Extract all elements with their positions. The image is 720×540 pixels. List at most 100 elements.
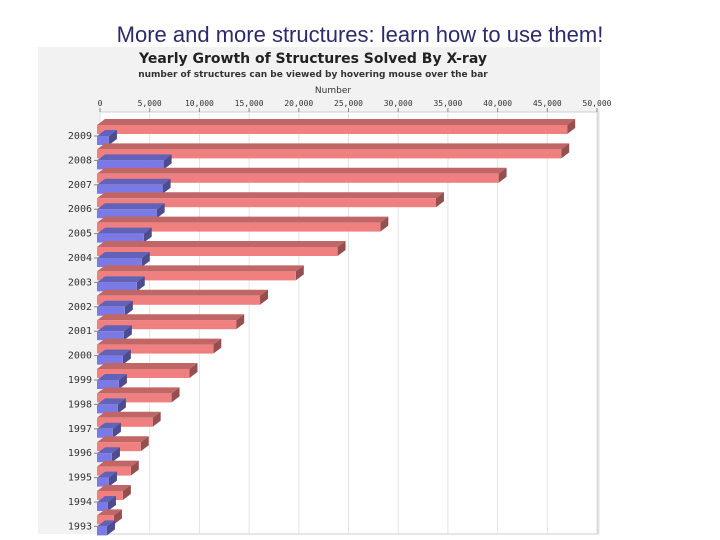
bar-total-2005[interactable] xyxy=(97,216,389,232)
bar-total-2009[interactable] xyxy=(97,119,576,134)
x-tick-label: 5,000 xyxy=(138,99,162,108)
bar-front-face xyxy=(97,258,142,267)
bar-yearly-2000[interactable] xyxy=(97,349,131,365)
bar-total-1997[interactable] xyxy=(97,411,161,427)
bar-yearly-2001[interactable] xyxy=(97,325,132,341)
bar-front-face xyxy=(97,125,568,134)
bar-front-face xyxy=(97,209,157,219)
bar-front-face xyxy=(97,173,499,183)
bar-side-face xyxy=(163,154,172,170)
bar-front-face xyxy=(97,320,237,330)
bar-side-face xyxy=(112,422,121,438)
bar-yearly-2003[interactable] xyxy=(97,276,145,292)
bar-yearly-1993[interactable] xyxy=(97,520,115,536)
bar-yearly-2008[interactable] xyxy=(97,154,172,170)
bar-total-2008[interactable] xyxy=(97,143,570,159)
y-tick-label: 1995 xyxy=(68,473,92,484)
bar-top-face xyxy=(97,130,117,136)
bar-top-face xyxy=(97,520,115,527)
bar-total-1998[interactable] xyxy=(97,387,180,403)
bar-side-face xyxy=(260,289,269,305)
bar-yearly-1995[interactable] xyxy=(97,471,117,487)
bar-top-face xyxy=(97,143,570,150)
bar-front-face xyxy=(97,344,214,354)
y-tick-label: 2003 xyxy=(68,277,92,288)
y-tick-label: 1993 xyxy=(68,521,92,532)
bar-top-face xyxy=(97,374,127,380)
bar-yearly-2009[interactable] xyxy=(97,130,117,145)
bar-top-face xyxy=(97,398,126,405)
bar-top-face xyxy=(97,496,116,502)
bar-total-2002[interactable] xyxy=(97,289,269,305)
y-tick-label: 1996 xyxy=(68,448,92,459)
bar-yearly-1997[interactable] xyxy=(97,422,121,438)
bar-front-face xyxy=(97,282,137,292)
bar-side-face xyxy=(236,314,245,330)
bar-side-face xyxy=(122,349,131,365)
y-tick-label: 1997 xyxy=(68,424,92,435)
y-tick-label: 2001 xyxy=(68,326,92,337)
bar-front-face xyxy=(97,306,125,316)
bar-side-face xyxy=(152,411,161,427)
bar-total-2004[interactable] xyxy=(97,241,346,256)
bar-top-face xyxy=(97,471,117,478)
bar-yearly-1999[interactable] xyxy=(97,374,127,389)
bar-total-1999[interactable] xyxy=(97,363,198,378)
bar-yearly-1998[interactable] xyxy=(97,398,126,414)
bar-yearly-2005[interactable] xyxy=(97,227,152,243)
bar-front-face xyxy=(97,355,123,365)
bar-side-face xyxy=(124,300,133,316)
bar-top-face xyxy=(97,411,161,418)
bar-top-face xyxy=(97,338,222,345)
bar-side-face xyxy=(111,447,120,463)
bar-yearly-2007[interactable] xyxy=(97,178,171,194)
bar-front-face xyxy=(97,442,141,452)
bar-top-face xyxy=(97,192,444,199)
bar-side-face xyxy=(113,509,122,525)
y-tick-label: 2004 xyxy=(68,253,92,264)
x-tick-label: 40,000 xyxy=(483,99,512,108)
bar-total-2000[interactable] xyxy=(97,338,222,354)
bar-total-2003[interactable] xyxy=(97,265,304,281)
bar-total-2006[interactable] xyxy=(97,192,444,208)
chart-title: Yearly Growth of Structures Solved By X-… xyxy=(138,51,487,67)
chart-subtitle: number of structures can be viewed by ho… xyxy=(138,70,488,80)
bar-front-face xyxy=(97,466,131,476)
bar-total-1993[interactable] xyxy=(97,509,122,525)
bar-front-face xyxy=(97,491,123,500)
bar-total-1994[interactable] xyxy=(97,485,131,500)
bar-side-face xyxy=(122,485,131,500)
bar-total-2007[interactable] xyxy=(97,167,507,183)
x-tick-label: 50,000 xyxy=(583,99,612,108)
slide-title: More and more structures: learn how to u… xyxy=(116,22,604,47)
bar-total-1996[interactable] xyxy=(97,436,149,452)
bar-yearly-2006[interactable] xyxy=(97,203,165,219)
x-tick-label: 15,000 xyxy=(235,99,264,108)
x-tick-label: 35,000 xyxy=(433,99,462,108)
bar-side-face xyxy=(108,471,117,487)
bar-front-face xyxy=(97,369,190,378)
bar-top-face xyxy=(97,216,389,223)
bar-total-2001[interactable] xyxy=(97,314,245,330)
bar-front-face xyxy=(97,247,338,256)
bar-top-face xyxy=(97,276,145,283)
bar-yearly-1996[interactable] xyxy=(97,447,120,463)
y-tick-label: 2002 xyxy=(68,302,92,313)
bar-side-face xyxy=(108,130,117,145)
bar-yearly-2004[interactable] xyxy=(97,252,150,267)
bar-front-face xyxy=(97,184,163,194)
bar-top-face xyxy=(97,447,120,454)
bar-side-face xyxy=(561,143,570,159)
bar-top-face xyxy=(97,485,131,491)
bar-front-face xyxy=(97,271,296,281)
x-tick-label: 0 xyxy=(98,99,103,108)
bar-top-face xyxy=(97,349,131,356)
bar-top-face xyxy=(97,167,507,174)
y-tick-label: 2008 xyxy=(68,155,92,166)
bar-side-face xyxy=(435,192,444,208)
bar-top-face xyxy=(97,227,152,234)
bar-total-1995[interactable] xyxy=(97,460,139,476)
bar-yearly-1994[interactable] xyxy=(97,496,116,511)
bar-yearly-2002[interactable] xyxy=(97,300,133,316)
x-tick-label: 10,000 xyxy=(185,99,214,108)
